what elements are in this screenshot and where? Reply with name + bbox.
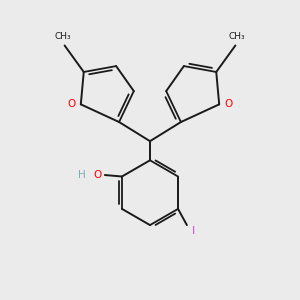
Text: O: O	[67, 99, 76, 110]
Text: H: H	[78, 170, 86, 180]
Text: O: O	[94, 170, 102, 180]
Text: CH₃: CH₃	[229, 32, 245, 41]
Text: I: I	[192, 226, 195, 236]
Text: O: O	[224, 99, 233, 110]
Text: CH₃: CH₃	[55, 32, 71, 41]
